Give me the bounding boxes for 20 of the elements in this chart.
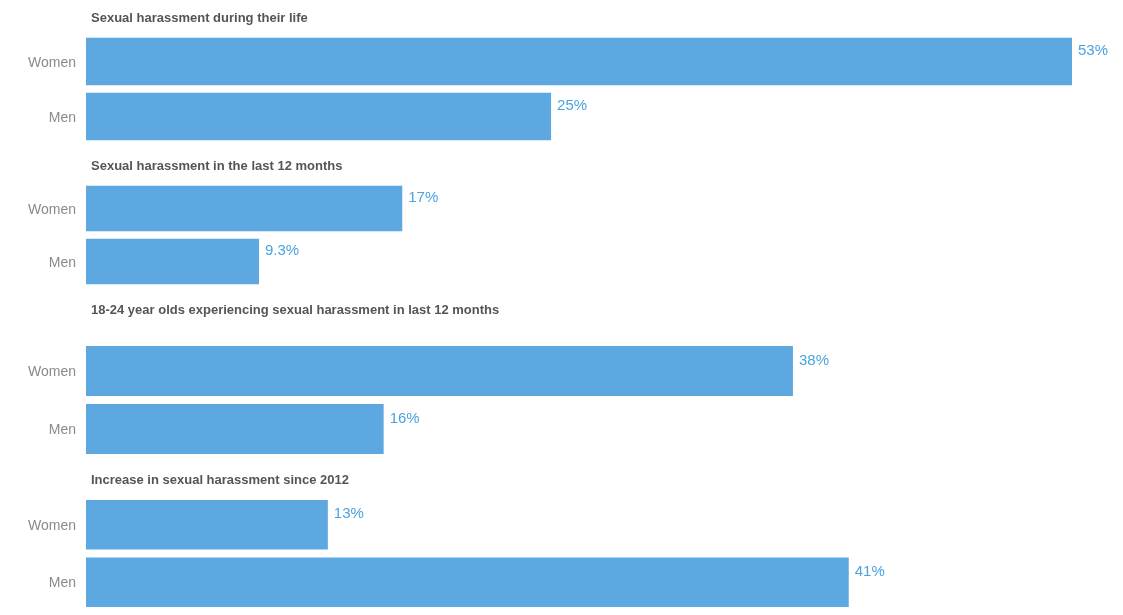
y-tick-label: Men <box>48 253 76 270</box>
data-label: 16% <box>389 408 420 426</box>
y-tick-label: Women <box>28 200 76 217</box>
y-tick-label: Women <box>28 53 76 70</box>
data-label: 17% <box>408 188 439 205</box>
chart-title: Sexual harassment in the last 12 months <box>91 157 343 173</box>
data-label: 38% <box>798 350 829 368</box>
data-label: 53% <box>1078 41 1109 58</box>
chart-title: 18-24 year olds experiencing sexual harassment in last 12 months <box>91 301 500 317</box>
y-tick-label: Men <box>48 421 76 437</box>
y-tick-label: Men <box>48 574 76 591</box>
y-tick-label: Women <box>28 363 76 379</box>
data-label: 13% <box>333 504 364 522</box>
y-tick-label: Women <box>28 516 76 533</box>
chart-title: Sexual harassment during their life <box>91 9 308 25</box>
data-label: 9.3% <box>265 241 300 258</box>
y-tick-label: Men <box>48 108 76 125</box>
data-label: 41% <box>854 561 885 579</box>
chart-title: Increase in sexual harassment since 2012 <box>91 471 349 487</box>
data-label: 25% <box>557 96 588 113</box>
